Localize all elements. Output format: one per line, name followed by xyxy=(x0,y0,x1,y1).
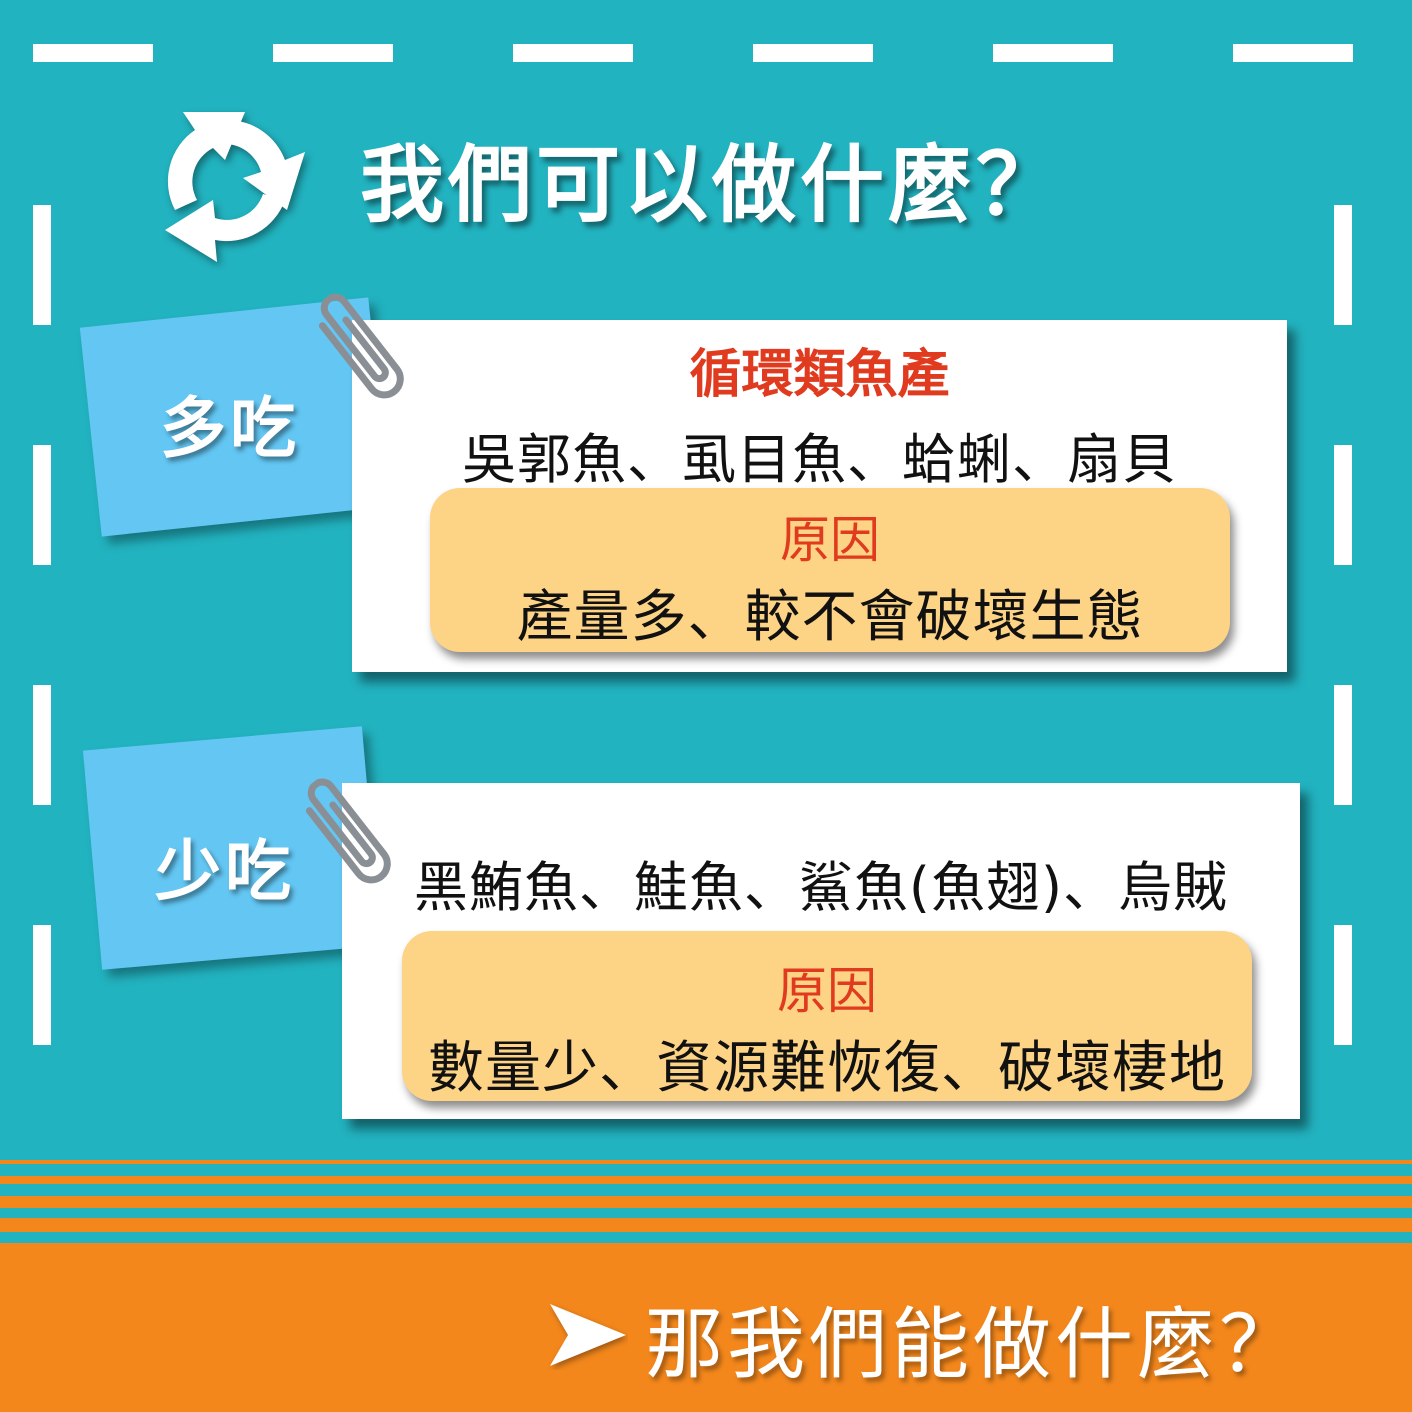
eat-less-items: 黑鮪魚、鮭魚、鯊魚(魚翅)、烏賊 xyxy=(413,856,1229,919)
frame-dash xyxy=(993,44,1113,62)
frame-dash xyxy=(1334,925,1352,1045)
footer-question: 那我們能做什麼？ xyxy=(645,1300,1302,1390)
footer-bar xyxy=(0,1243,1412,1412)
eat-less-reason-label: 原因 xyxy=(777,962,877,1020)
eat-more-items: 吳郭魚、虱目魚、蛤蜊、扇貝 xyxy=(462,428,1177,491)
frame-dash xyxy=(33,685,51,805)
eat-more-card: 循環類魚產 吳郭魚、虱目魚、蛤蜊、扇貝 原因 產量多、較不會破壞生態 xyxy=(352,320,1287,672)
frame-dash xyxy=(513,44,633,62)
eat-less-card: 黑鮪魚、鮭魚、鯊魚(魚翅)、烏賊 原因 數量少、資源難恢復、破壞棲地 xyxy=(342,783,1300,1119)
title-row: 我們可以做什麼？ xyxy=(135,90,1235,270)
frame-dash xyxy=(1233,44,1353,62)
frame-dash xyxy=(273,44,393,62)
frame-dash xyxy=(1334,205,1352,325)
eat-less-reason-box: 原因 數量少、資源難恢復、破壞棲地 xyxy=(402,931,1252,1101)
paperclip-icon xyxy=(305,778,391,884)
frame-dash xyxy=(1334,445,1352,565)
frame-dash xyxy=(1334,685,1352,805)
frame-dash xyxy=(33,445,51,565)
frame-dash xyxy=(33,44,153,62)
eat-more-reason-text: 產量多、較不會破壞生態 xyxy=(516,585,1144,650)
eat-more-reason-label: 原因 xyxy=(780,511,880,569)
decor-stripe xyxy=(0,1160,1412,1164)
decor-stripe xyxy=(0,1176,1412,1184)
frame-dash xyxy=(753,44,873,62)
page-title: 我們可以做什麼？ xyxy=(360,136,1065,234)
paperclip-icon xyxy=(318,293,404,399)
frame-dash xyxy=(33,205,51,325)
arrow-right-icon xyxy=(550,1304,626,1366)
recycle-icon xyxy=(165,112,305,262)
decor-stripe xyxy=(0,1218,1412,1232)
frame-dash xyxy=(33,925,51,1045)
tag-eat-more-label: 多吃 xyxy=(160,390,300,467)
eat-less-reason-text: 數量少、資源難恢復、破壞棲地 xyxy=(428,1036,1226,1101)
decor-stripe xyxy=(0,1196,1412,1208)
tag-eat-less-label: 少吃 xyxy=(155,833,295,910)
eat-more-heading: 循環類魚產 xyxy=(689,345,950,405)
eat-more-reason-box: 原因 產量多、較不會破壞生態 xyxy=(430,488,1230,652)
